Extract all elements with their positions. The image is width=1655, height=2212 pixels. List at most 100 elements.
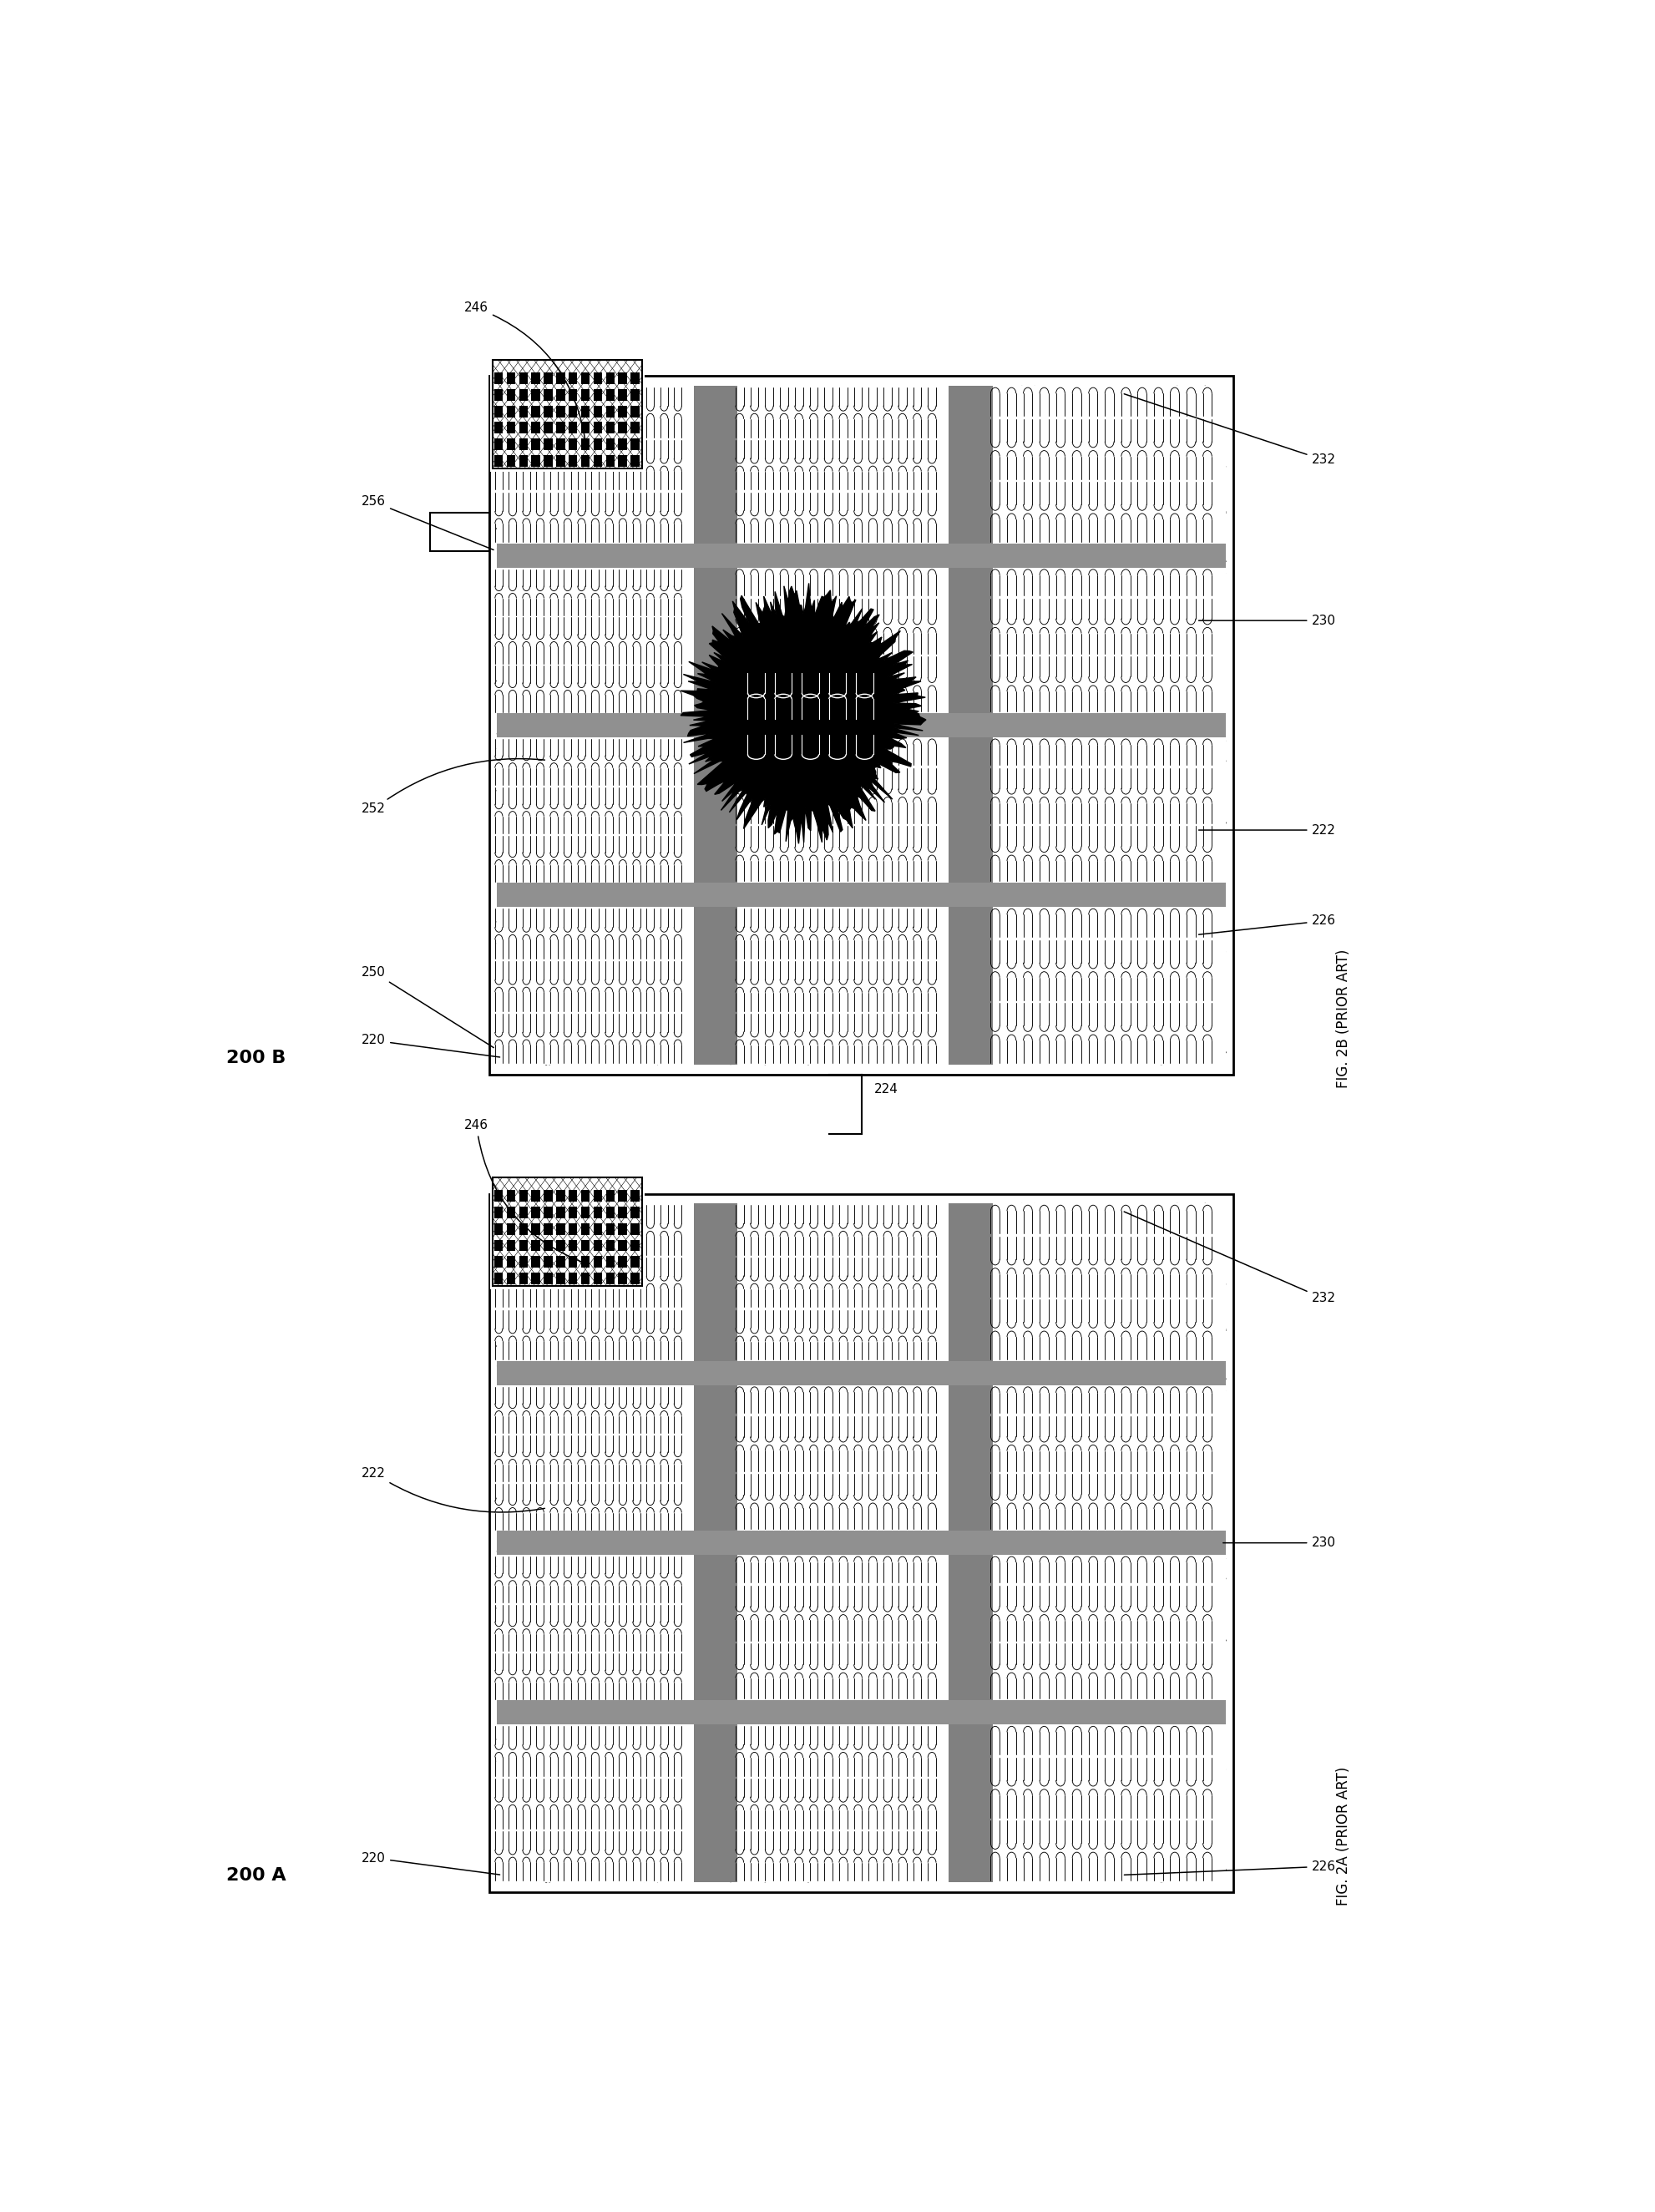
Point xyxy=(874,836,900,872)
Point xyxy=(758,394,784,429)
Point xyxy=(988,894,1015,929)
Point xyxy=(1165,531,1192,566)
Point xyxy=(967,752,993,787)
Point xyxy=(741,1004,768,1040)
Point xyxy=(652,1349,679,1385)
Point xyxy=(1202,641,1228,677)
Point xyxy=(1043,1296,1069,1332)
Point xyxy=(1173,473,1200,509)
Point xyxy=(971,1402,998,1438)
Point xyxy=(536,1708,563,1743)
Point xyxy=(786,947,813,982)
Point xyxy=(1053,726,1079,761)
Point xyxy=(1010,1312,1036,1347)
Point xyxy=(1006,456,1033,491)
Point xyxy=(1165,1670,1192,1705)
Point xyxy=(1163,854,1190,889)
Point xyxy=(937,1579,963,1615)
Point xyxy=(1049,1394,1076,1429)
Point xyxy=(578,529,604,564)
Point xyxy=(705,1380,732,1416)
Point xyxy=(927,1217,953,1252)
Point xyxy=(1170,752,1197,787)
Point xyxy=(1053,639,1079,675)
Point xyxy=(783,1267,809,1303)
Point xyxy=(1039,617,1066,653)
Point xyxy=(871,540,897,575)
Point xyxy=(667,1520,693,1555)
Point xyxy=(1210,982,1236,1018)
Point xyxy=(988,1517,1015,1553)
Point xyxy=(1069,1770,1096,1805)
Point xyxy=(1163,1389,1190,1425)
Point xyxy=(914,701,940,737)
Point xyxy=(559,538,586,573)
Point xyxy=(1043,757,1069,792)
Point xyxy=(682,1542,708,1577)
Point xyxy=(1180,827,1206,863)
Point xyxy=(900,1011,927,1046)
Point xyxy=(496,1449,523,1484)
Point xyxy=(703,1801,730,1836)
Point xyxy=(821,602,847,637)
Point xyxy=(750,708,776,743)
Point xyxy=(1101,1646,1127,1681)
Point xyxy=(601,1644,627,1679)
Point xyxy=(1099,978,1125,1013)
Point xyxy=(882,1858,909,1893)
Point xyxy=(1192,440,1218,476)
Point xyxy=(907,396,933,431)
Point xyxy=(791,1259,818,1294)
Point xyxy=(983,1340,1010,1376)
Point xyxy=(947,714,973,750)
Point xyxy=(818,1641,844,1677)
Point xyxy=(1096,1639,1122,1674)
Point xyxy=(756,876,783,911)
Point xyxy=(945,960,971,995)
Point xyxy=(687,1241,713,1276)
Point xyxy=(1183,533,1210,568)
Point xyxy=(629,1307,655,1343)
Point xyxy=(836,967,862,1002)
Point xyxy=(976,1659,1003,1694)
Point xyxy=(778,502,804,538)
Point xyxy=(1173,564,1200,599)
Point xyxy=(922,1416,948,1451)
Point xyxy=(1000,938,1026,973)
Point xyxy=(554,387,581,422)
Point xyxy=(872,971,899,1006)
Point xyxy=(950,1455,976,1491)
Point xyxy=(958,987,985,1022)
Point xyxy=(723,1002,750,1037)
Point xyxy=(844,763,871,799)
Point xyxy=(1082,1354,1109,1389)
Point xyxy=(755,878,781,914)
Point xyxy=(1119,1697,1145,1732)
Point xyxy=(564,1767,591,1803)
Point xyxy=(546,1579,573,1615)
Point xyxy=(669,945,695,980)
Point xyxy=(684,392,710,427)
Point xyxy=(847,1619,874,1655)
Point xyxy=(932,1807,958,1843)
Point xyxy=(839,710,866,745)
Point xyxy=(634,783,660,818)
Point xyxy=(591,1851,617,1887)
Point xyxy=(578,918,604,953)
Point xyxy=(955,442,981,478)
Point xyxy=(662,456,688,491)
Point xyxy=(1010,675,1036,710)
Point xyxy=(818,1728,844,1763)
Point xyxy=(569,783,596,818)
Point xyxy=(558,717,584,752)
Point xyxy=(923,396,950,431)
Point xyxy=(1092,1310,1119,1345)
Point xyxy=(583,1336,609,1371)
Point xyxy=(571,1354,597,1389)
Point xyxy=(544,792,571,827)
Point xyxy=(639,1223,665,1259)
Point xyxy=(708,1814,735,1849)
Point xyxy=(1122,942,1149,978)
Point xyxy=(713,902,740,938)
Point xyxy=(839,374,866,409)
